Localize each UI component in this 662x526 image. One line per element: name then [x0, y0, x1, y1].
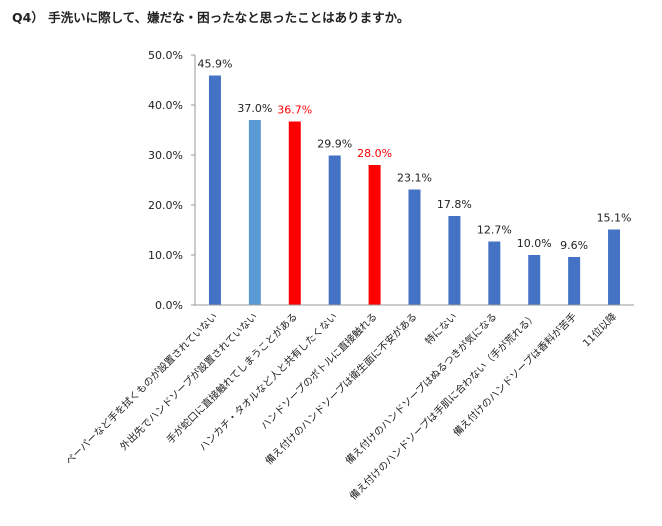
y-tick-label: 0.0% — [155, 299, 183, 312]
category-label: 備え付けのハンドソープはぬるつきが気になる — [342, 310, 499, 467]
category-labels: ペーパーなど手を拭くものが設置されていない外出先でハンドソープが設置されていない… — [63, 310, 619, 503]
category-label: ハンカチ・タオルなど人と共有したくない — [196, 310, 340, 454]
bar — [368, 165, 381, 305]
value-label: 28.0% — [357, 147, 392, 160]
value-label: 9.6% — [560, 239, 588, 252]
y-tick-label: 30.0% — [148, 149, 183, 162]
bar — [608, 229, 621, 305]
bar — [448, 216, 461, 305]
category-label: 11位以降 — [580, 310, 619, 349]
value-label: 12.7% — [477, 224, 512, 237]
value-label: 36.7% — [277, 104, 312, 117]
bar — [248, 120, 261, 305]
y-tick-label: 40.0% — [148, 99, 183, 112]
category-label: 特にない — [423, 311, 460, 348]
value-label: 15.1% — [597, 212, 632, 225]
value-label: 37.0% — [237, 102, 272, 115]
bar — [568, 257, 581, 305]
y-axis-ticks: 0.0% 10.0% 20.0% 30.0% 40.0% 50.0% — [148, 49, 195, 312]
y-tick-label: 20.0% — [148, 199, 183, 212]
value-label: 23.1% — [397, 172, 432, 185]
bar — [528, 255, 541, 305]
value-label: 45.9% — [197, 58, 232, 71]
category-label: 備え付けのハンドソープは手肌に合わない（手が荒れる） — [347, 310, 540, 503]
y-tick-label: 10.0% — [148, 249, 183, 262]
value-label: 17.8% — [437, 198, 472, 211]
value-label: 29.9% — [317, 138, 352, 151]
bars — [208, 75, 621, 305]
chart-title: Q4） 手洗いに際して、嫌だな・困ったなと思ったことはありますか。 — [12, 10, 410, 25]
value-label: 10.0% — [517, 237, 552, 250]
category-label: 外出先でハンドソープが設置されていない — [117, 310, 260, 453]
y-tick-label: 50.0% — [148, 49, 183, 62]
category-label: 備え付けのハンドソープは衛生面に不安がある — [262, 310, 419, 467]
value-labels: 45.9% 37.0% 36.7% 29.9% 28.0% 23.1% 17.8% 12.7%… — [197, 58, 631, 253]
category-label: ペーパーなど手を拭くものが設置されていない — [63, 310, 220, 467]
bar — [488, 241, 501, 305]
bar — [328, 155, 341, 305]
bar — [208, 75, 221, 305]
bar — [288, 121, 301, 305]
bar — [408, 189, 421, 305]
